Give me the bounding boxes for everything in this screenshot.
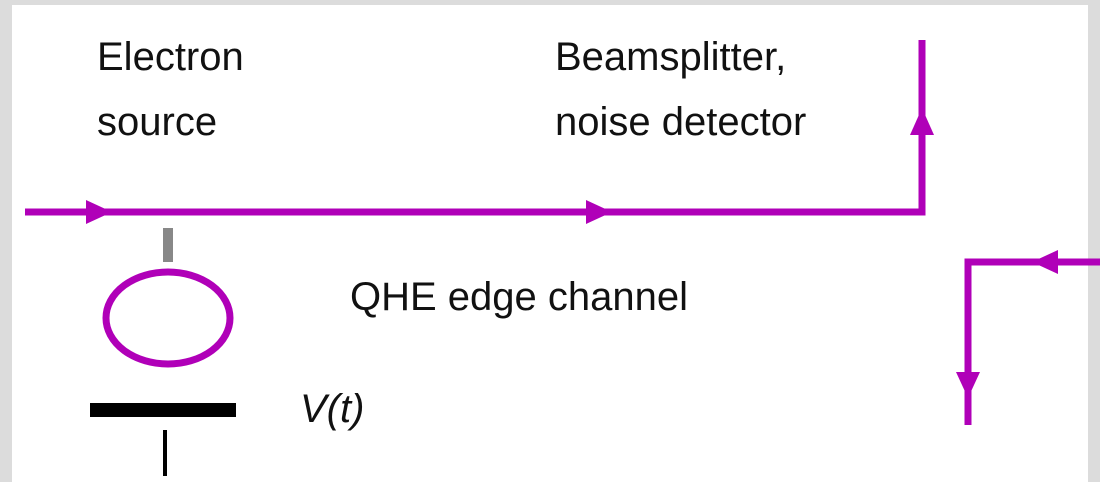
arrow-up <box>910 108 934 135</box>
arrow-down <box>956 372 980 398</box>
label: Electron <box>97 35 244 79</box>
canvas <box>12 5 1088 482</box>
label: QHE edge channel <box>350 275 688 319</box>
label: noise detector <box>555 100 806 144</box>
arrow-right <box>86 200 112 224</box>
label: source <box>97 100 217 144</box>
tunnel-contact <box>163 228 173 262</box>
label: Beamsplitter, <box>555 35 786 79</box>
arrow-left <box>1032 250 1058 274</box>
edge-channel-upper <box>25 40 926 216</box>
label: V(t) <box>300 387 364 431</box>
gate-lead <box>163 430 167 476</box>
arrow-right <box>586 200 612 224</box>
gate-electrode <box>90 403 236 417</box>
quantum-dot <box>102 268 234 368</box>
